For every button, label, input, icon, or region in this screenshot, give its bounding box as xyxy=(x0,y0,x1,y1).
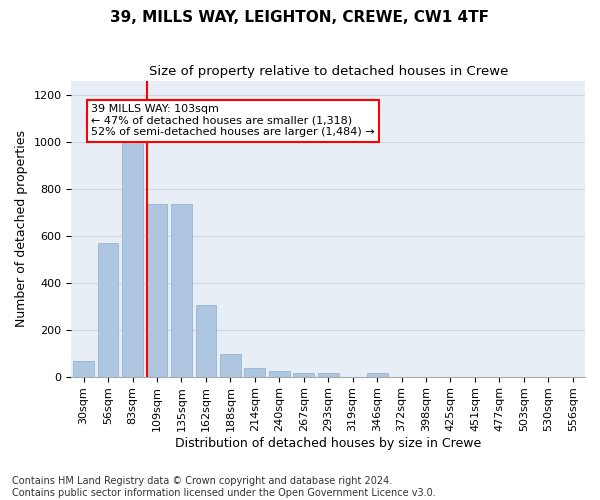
Bar xyxy=(146,204,167,376)
X-axis label: Distribution of detached houses by size in Crewe: Distribution of detached houses by size … xyxy=(175,437,481,450)
Text: 39, MILLS WAY, LEIGHTON, CREWE, CW1 4TF: 39, MILLS WAY, LEIGHTON, CREWE, CW1 4TF xyxy=(110,10,490,25)
Bar xyxy=(196,305,217,376)
Bar xyxy=(220,354,241,376)
Bar xyxy=(293,373,314,376)
Bar xyxy=(98,242,118,376)
Text: Contains HM Land Registry data © Crown copyright and database right 2024.
Contai: Contains HM Land Registry data © Crown c… xyxy=(12,476,436,498)
Bar xyxy=(171,204,192,376)
Bar xyxy=(244,368,265,376)
Bar xyxy=(367,373,388,376)
Bar xyxy=(318,373,338,376)
Y-axis label: Number of detached properties: Number of detached properties xyxy=(15,130,28,327)
Bar xyxy=(122,142,143,376)
Bar xyxy=(269,370,290,376)
Bar xyxy=(73,362,94,376)
Text: 39 MILLS WAY: 103sqm
← 47% of detached houses are smaller (1,318)
52% of semi-de: 39 MILLS WAY: 103sqm ← 47% of detached h… xyxy=(91,104,374,138)
Title: Size of property relative to detached houses in Crewe: Size of property relative to detached ho… xyxy=(149,65,508,78)
